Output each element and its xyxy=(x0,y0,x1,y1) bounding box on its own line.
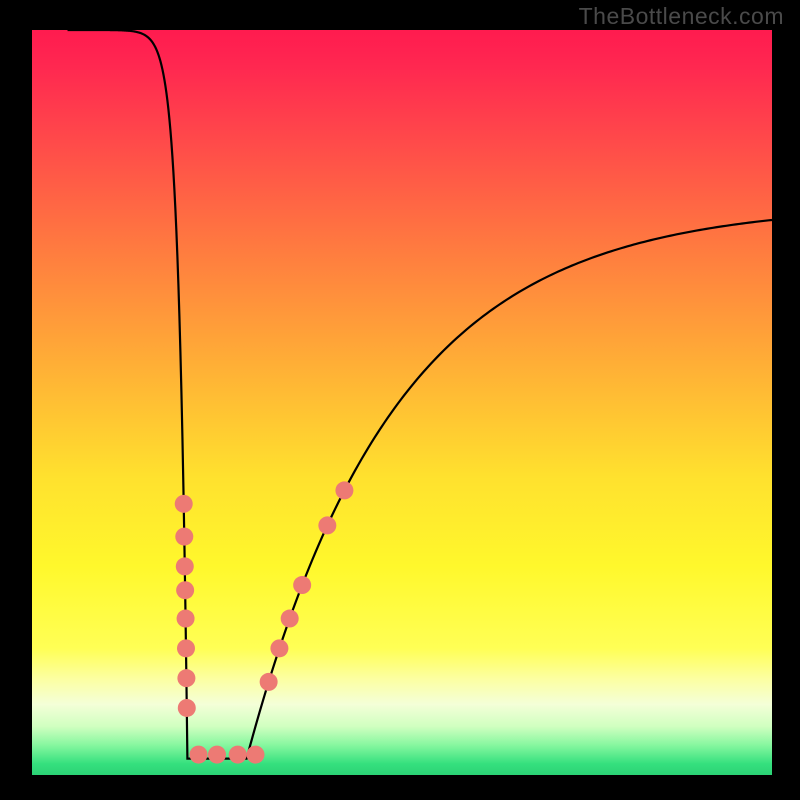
data-marker xyxy=(178,699,196,717)
data-marker xyxy=(260,673,278,691)
data-marker xyxy=(335,481,353,499)
data-marker xyxy=(246,746,264,764)
data-marker xyxy=(175,495,193,513)
data-marker xyxy=(208,746,226,764)
data-marker xyxy=(229,746,247,764)
watermark-text: TheBottleneck.com xyxy=(579,3,784,30)
data-marker xyxy=(176,557,194,575)
data-marker xyxy=(175,528,193,546)
plot-area xyxy=(32,30,772,775)
data-marker xyxy=(177,669,195,687)
data-marker xyxy=(177,639,195,657)
data-marker xyxy=(190,746,208,764)
data-marker xyxy=(176,581,194,599)
data-marker xyxy=(270,639,288,657)
data-marker xyxy=(293,576,311,594)
outer-frame: TheBottleneck.com xyxy=(0,0,800,800)
curve-svg xyxy=(32,30,772,775)
data-marker xyxy=(281,610,299,628)
data-marker xyxy=(177,610,195,628)
data-marker xyxy=(318,516,336,534)
bottleneck-curve xyxy=(68,30,772,759)
